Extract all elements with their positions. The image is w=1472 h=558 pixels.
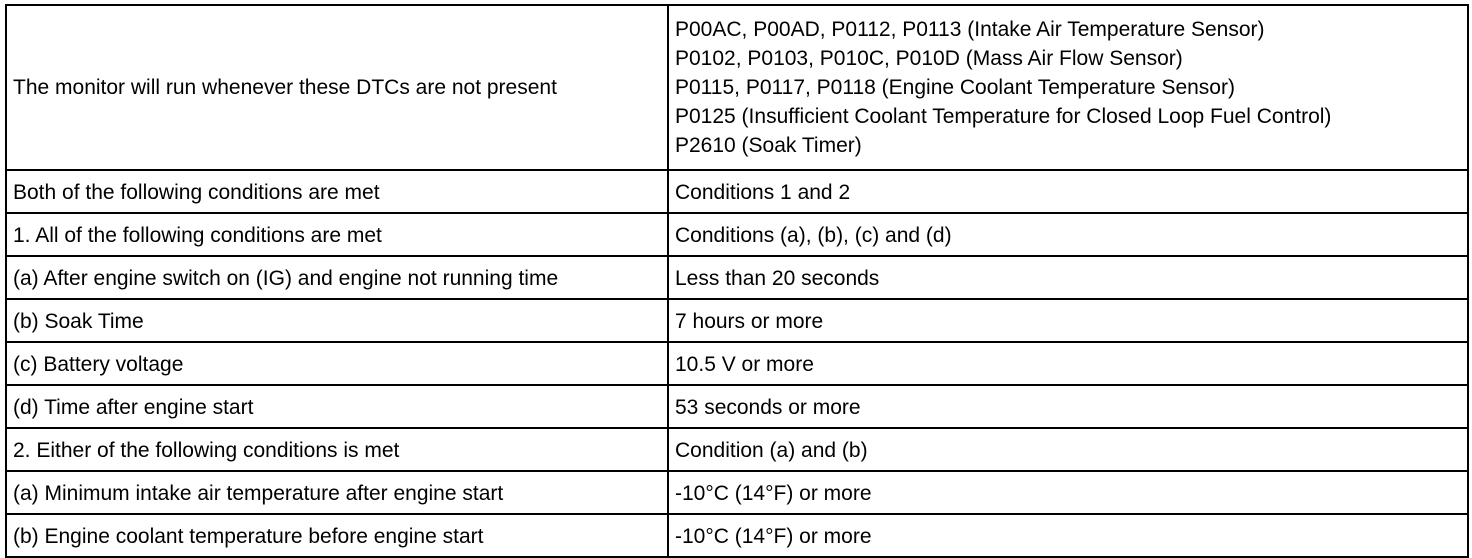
table-row: 1. All of the following conditions are m…	[5, 212, 1469, 257]
table-row: 2. Either of the following conditions is…	[5, 427, 1469, 472]
condition-cell: (c) Battery voltage	[5, 341, 669, 386]
dtc-line: P0125 (Insufficient Coolant Temperature …	[675, 105, 1332, 128]
table-row: Both of the following conditions are met…	[5, 169, 1469, 214]
table-row: The monitor will run whenever these DTCs…	[5, 4, 1469, 171]
table-row: (a) Minimum intake air temperature after…	[5, 470, 1469, 515]
dtc-line: P0102, P0103, P010C, P010D (Mass Air Flo…	[675, 47, 1183, 70]
table-row: (b) Soak Time 7 hours or more	[5, 298, 1469, 343]
value-cell: -10°C (14°F) or more	[667, 513, 1469, 558]
value-cell: -10°C (14°F) or more	[667, 470, 1469, 515]
value-cell: Condition (a) and (b)	[667, 427, 1469, 472]
dtc-list-cell: P00AC, P00AD, P0112, P0113 (Intake Air T…	[667, 4, 1469, 171]
table-row: (b) Engine coolant temperature before en…	[5, 513, 1469, 558]
condition-cell: (a) Minimum intake air temperature after…	[5, 470, 669, 515]
dtc-line: P0115, P0117, P0118 (Engine Coolant Temp…	[675, 76, 1235, 99]
condition-cell: (b) Soak Time	[5, 298, 669, 343]
value-cell: 53 seconds or more	[667, 384, 1469, 429]
value-cell: Conditions (a), (b), (c) and (d)	[667, 212, 1469, 257]
value-cell: Conditions 1 and 2	[667, 169, 1469, 214]
condition-cell: (d) Time after engine start	[5, 384, 669, 429]
condition-cell: The monitor will run whenever these DTCs…	[5, 4, 669, 171]
table-row: (c) Battery voltage 10.5 V or more	[5, 341, 1469, 386]
condition-cell: Both of the following conditions are met	[5, 169, 669, 214]
dtc-line: P00AC, P00AD, P0112, P0113 (Intake Air T…	[675, 18, 1265, 41]
condition-cell: (a) After engine switch on (IG) and engi…	[5, 255, 669, 300]
value-cell: Less than 20 seconds	[667, 255, 1469, 300]
value-cell: 10.5 V or more	[667, 341, 1469, 386]
monitor-conditions-table: The monitor will run whenever these DTCs…	[5, 4, 1469, 558]
table-row: (d) Time after engine start 53 seconds o…	[5, 384, 1469, 429]
condition-cell: 2. Either of the following conditions is…	[5, 427, 669, 472]
table-row: (a) After engine switch on (IG) and engi…	[5, 255, 1469, 300]
condition-cell: 1. All of the following conditions are m…	[5, 212, 669, 257]
condition-cell: (b) Engine coolant temperature before en…	[5, 513, 669, 558]
value-cell: 7 hours or more	[667, 298, 1469, 343]
dtc-line: P2610 (Soak Timer)	[675, 134, 862, 157]
